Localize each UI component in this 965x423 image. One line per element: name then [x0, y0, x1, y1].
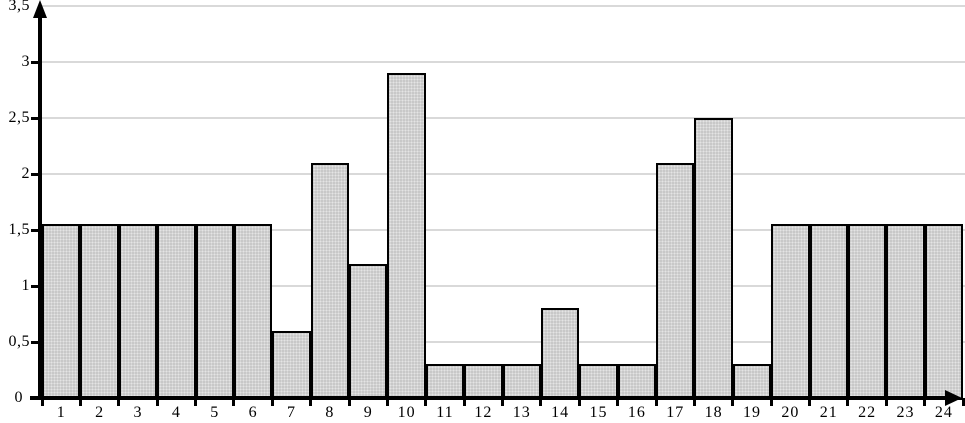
- y-axis-label-3,5: 3,5: [8, 0, 30, 14]
- y-tick-0,5: [31, 340, 42, 344]
- bar-8: [310, 162, 349, 400]
- y-tick-2: [31, 172, 42, 176]
- x-axis-label-15: 15: [589, 404, 608, 421]
- x-axis-label-16: 16: [627, 404, 646, 421]
- x-tick-13: [539, 398, 543, 406]
- x-tick-22: [884, 398, 888, 406]
- x-tick-7: [309, 398, 313, 406]
- bar-10: [387, 73, 426, 400]
- bar-17: [656, 162, 695, 400]
- x-axis-label-1: 1: [56, 404, 66, 421]
- x-axis-label-8: 8: [325, 404, 335, 421]
- x-axis-label-9: 9: [363, 404, 373, 421]
- y-tick-1,5: [31, 228, 42, 232]
- bar-16: [617, 364, 656, 400]
- bar-5: [195, 224, 234, 400]
- y-axis-arrow-icon: [33, 0, 47, 18]
- gridline-3,5: [42, 5, 965, 7]
- y-axis-label-3: 3: [21, 53, 30, 70]
- x-axis-label-2: 2: [95, 404, 105, 421]
- bar-21: [809, 224, 848, 400]
- x-axis-label-22: 22: [858, 404, 877, 421]
- y-axis-label-0,5: 0,5: [8, 333, 30, 350]
- x-tick-6: [270, 398, 274, 406]
- x-axis-label-23: 23: [896, 404, 915, 421]
- bar-11: [425, 364, 465, 400]
- x-axis-label-17: 17: [666, 404, 685, 421]
- bar-4: [157, 224, 196, 400]
- x-tick-24: [961, 398, 965, 406]
- gridline-1,5: [42, 229, 965, 231]
- x-tick-1: [78, 398, 82, 406]
- x-axis-label-11: 11: [436, 404, 454, 421]
- bar-20: [771, 224, 810, 400]
- bar-3: [118, 224, 158, 400]
- x-axis-label-14: 14: [551, 404, 570, 421]
- x-tick-8: [347, 398, 351, 406]
- x-tick-9: [385, 398, 389, 406]
- x-tick-2: [117, 398, 121, 406]
- x-axis-label-4: 4: [171, 404, 181, 421]
- x-axis-label-19: 19: [742, 404, 761, 421]
- bar-6: [233, 224, 273, 400]
- x-axis-label-18: 18: [704, 404, 723, 421]
- y-axis-label-1: 1: [21, 277, 30, 294]
- x-tick-18: [731, 398, 735, 406]
- x-tick-21: [846, 398, 850, 406]
- x-axis-label-13: 13: [512, 404, 531, 421]
- bar-23: [886, 224, 925, 400]
- bar-2: [80, 224, 119, 400]
- y-axis-line: [38, 8, 42, 400]
- x-tick-12: [501, 398, 504, 406]
- bar-7: [272, 330, 311, 400]
- y-axis-label-2,5: 2,5: [8, 109, 30, 126]
- x-axis-label-7: 7: [286, 404, 296, 421]
- bar-18: [694, 118, 733, 400]
- x-tick-14: [577, 398, 581, 406]
- gridline-3: [42, 61, 965, 63]
- bar-12: [464, 364, 503, 400]
- bar-14: [540, 308, 580, 400]
- x-tick-17: [692, 398, 696, 406]
- bar-1: [42, 224, 81, 400]
- x-tick-0: [40, 398, 44, 406]
- y-axis-label-1,5: 1,5: [8, 221, 30, 238]
- bar-15: [579, 364, 618, 400]
- x-tick-4: [194, 398, 197, 406]
- bar-13: [502, 364, 541, 400]
- bar-9: [349, 263, 388, 400]
- y-axis-label-0: 0: [14, 389, 23, 406]
- x-tick-19: [769, 398, 773, 406]
- x-tick-15: [616, 398, 620, 406]
- x-tick-23: [923, 398, 927, 406]
- bar-22: [847, 224, 887, 400]
- x-axis-label-10: 10: [397, 404, 416, 421]
- x-tick-3: [155, 398, 159, 406]
- x-tick-5: [232, 398, 236, 406]
- gridline-2,5: [42, 117, 965, 119]
- x-axis-label-20: 20: [781, 404, 800, 421]
- x-axis-label-5: 5: [210, 404, 220, 421]
- x-axis-label-6: 6: [248, 404, 258, 421]
- gridline-0,5: [42, 341, 965, 343]
- x-axis-label-24: 24: [934, 404, 953, 421]
- y-tick-3: [31, 60, 42, 64]
- bar-19: [732, 364, 772, 400]
- bar-24: [924, 224, 963, 400]
- x-axis-label-3: 3: [133, 404, 143, 421]
- x-tick-11: [462, 398, 466, 406]
- x-axis-label-21: 21: [819, 404, 838, 421]
- y-axis-label-2: 2: [21, 165, 30, 182]
- y-tick-2,5: [31, 116, 42, 120]
- gridline-1: [42, 285, 965, 287]
- x-tick-10: [424, 398, 428, 406]
- x-tick-20: [808, 398, 811, 406]
- x-axis-label-12: 12: [474, 404, 493, 421]
- y-tick-1: [31, 284, 42, 288]
- gridline-2: [42, 173, 965, 175]
- x-tick-16: [654, 398, 658, 406]
- x-axis-line: [30, 396, 946, 400]
- x-axis-arrow-icon: [945, 390, 962, 406]
